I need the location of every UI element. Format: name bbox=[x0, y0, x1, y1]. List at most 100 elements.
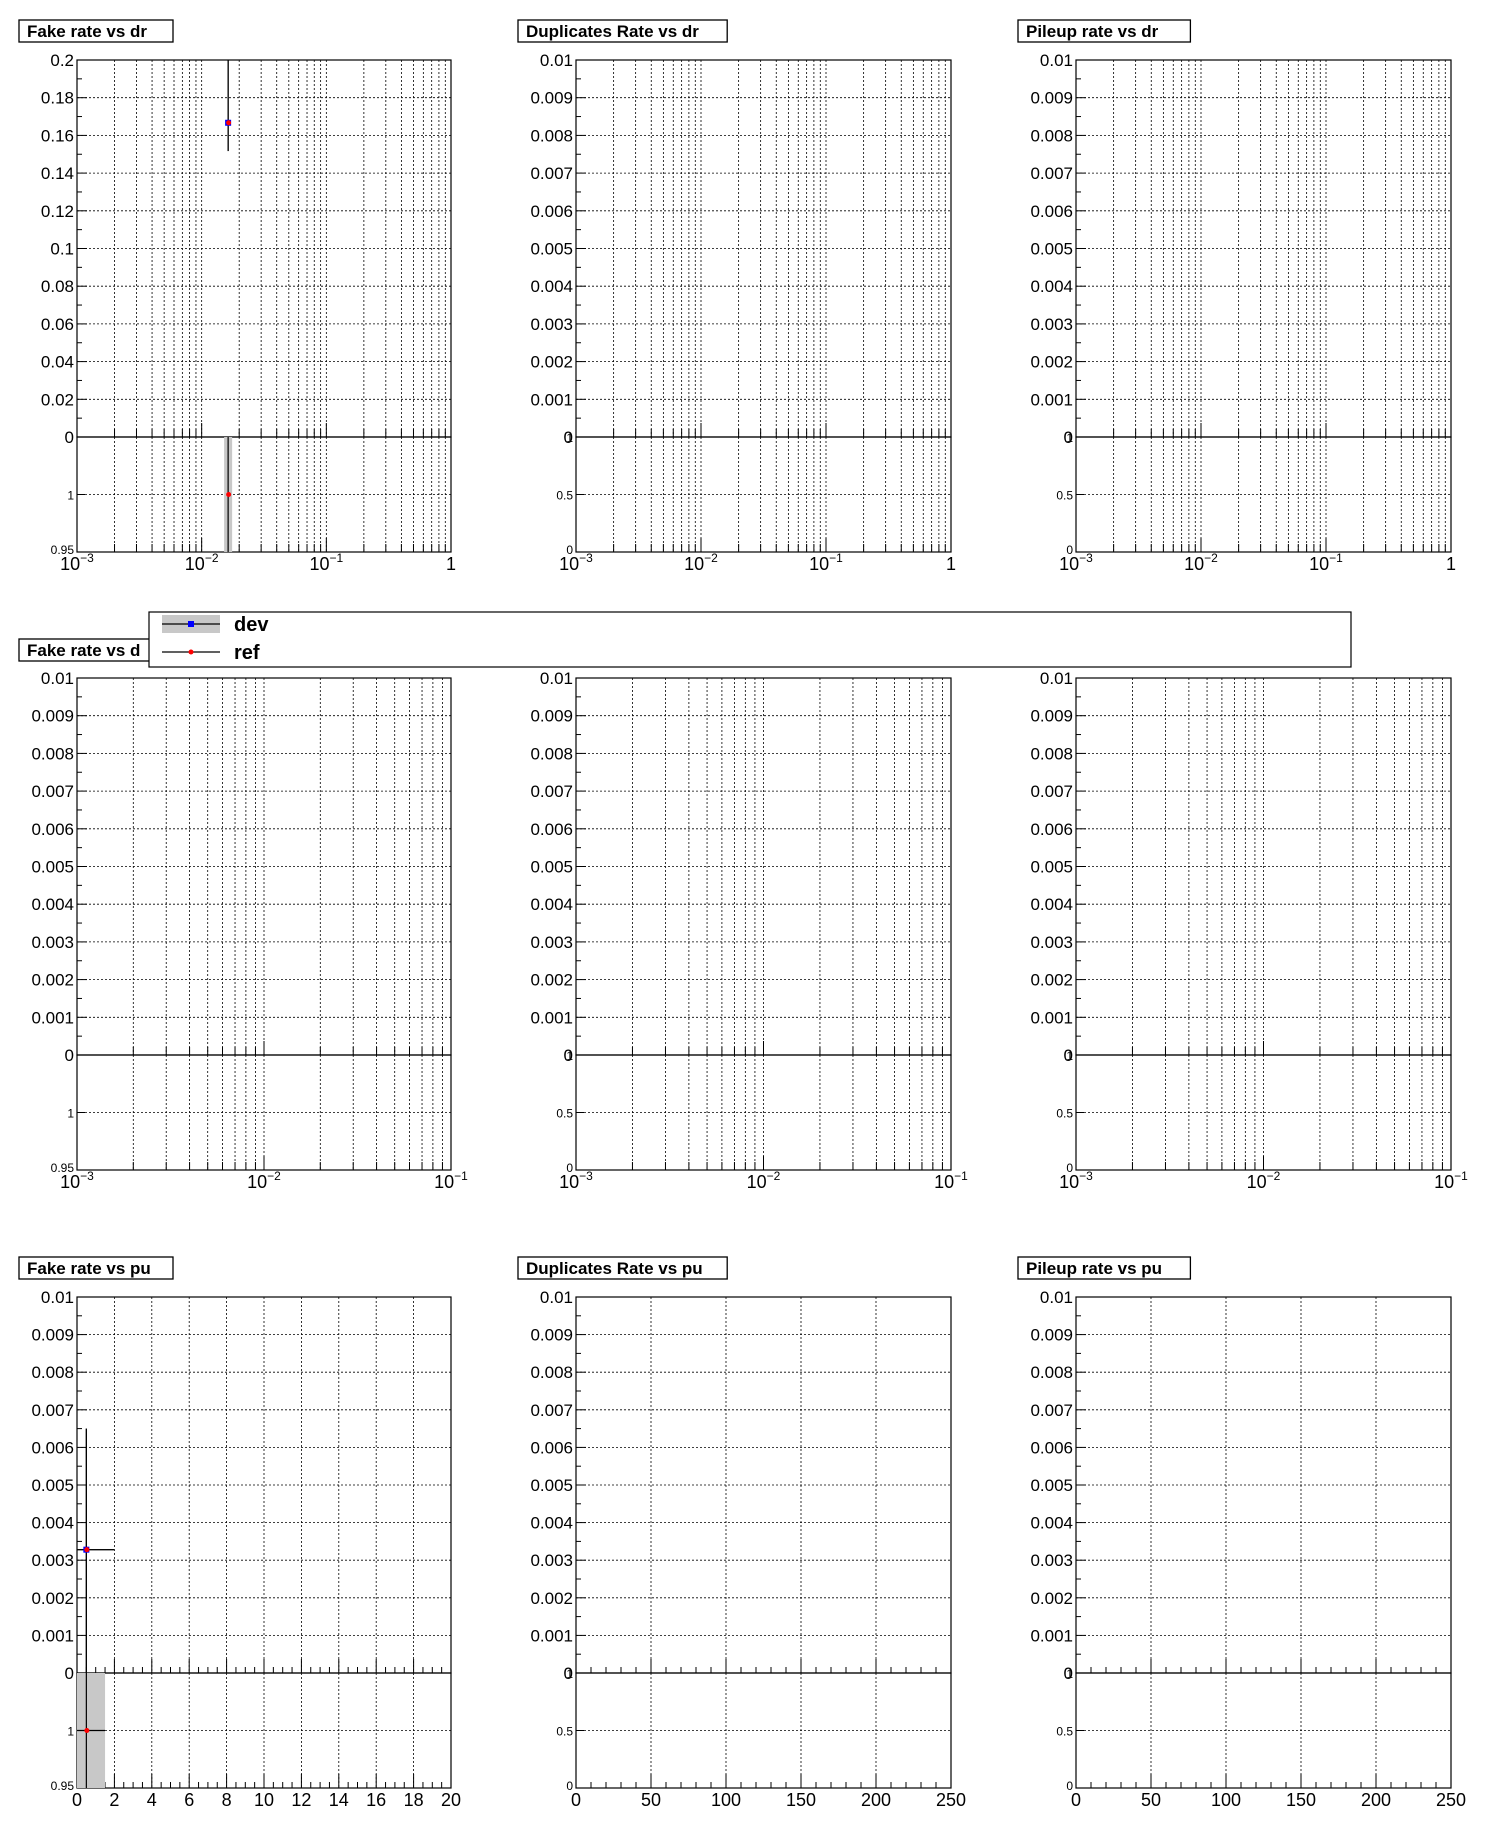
y-tick-label: 0.004 bbox=[530, 895, 573, 914]
y-tick-label: 0.005 bbox=[530, 1476, 573, 1495]
y-tick-label: 0.005 bbox=[31, 1476, 74, 1495]
x-tick-label: 250 bbox=[1436, 1790, 1466, 1810]
chart-title: Fake rate vs pu bbox=[27, 1259, 151, 1278]
x-tick-label: 50 bbox=[641, 1790, 661, 1810]
chart-panel-6: 0.01 0.009 0.008 0.007 0.006 0.005 0.004 0.003 0… bbox=[1030, 669, 1468, 1192]
legend-entry-dev: dev bbox=[162, 614, 269, 636]
x-tick-label: 1 bbox=[1446, 554, 1456, 574]
y-tick-label: 0.003 bbox=[1030, 1551, 1073, 1570]
legend-marker bbox=[188, 621, 194, 627]
y-tick-label: 0 bbox=[1064, 1664, 1073, 1683]
x-tick-label: 10−2 bbox=[1247, 1169, 1281, 1192]
x-tick-label: 10−2 bbox=[747, 1169, 781, 1192]
legend-label: dev bbox=[234, 614, 269, 636]
x-tick-label: 10−3 bbox=[60, 551, 94, 574]
chart-panel-4: 0.01 0.009 0.008 0.007 0.006 0.005 0.004 0.003 0… bbox=[18, 638, 468, 1192]
ratio-y-tick-label: 1 bbox=[1066, 1049, 1073, 1063]
y-tick-label: 0.006 bbox=[1030, 1438, 1073, 1457]
y-tick-label: 0.006 bbox=[31, 820, 74, 839]
ratio-y-tick-label: 0 bbox=[566, 1161, 573, 1175]
x-tick-label: 10−2 bbox=[247, 1169, 281, 1192]
x-tick-label: 100 bbox=[711, 1790, 741, 1810]
x-tick-label: 18 bbox=[404, 1790, 424, 1810]
y-tick-label: 0.008 bbox=[1030, 1363, 1073, 1382]
x-tick-label: 200 bbox=[861, 1790, 891, 1810]
y-tick-label: 0.005 bbox=[530, 858, 573, 877]
y-tick-label: 0.005 bbox=[1030, 240, 1073, 259]
y-tick-label: 0.001 bbox=[1030, 1008, 1073, 1027]
legend-entry-ref: ref bbox=[162, 642, 260, 664]
y-tick-label: 0.009 bbox=[31, 1326, 74, 1345]
y-tick-label: 0.002 bbox=[1030, 353, 1073, 372]
x-tick-label: 20 bbox=[441, 1790, 461, 1810]
chart-panel-2: 0.01 0.009 0.008 0.007 0.006 0.005 0.004 0.003 0… bbox=[517, 19, 956, 574]
y-tick-label: 0.01 bbox=[1040, 669, 1073, 688]
y-tick-label: 0.003 bbox=[530, 933, 573, 952]
legend-marker bbox=[188, 649, 194, 655]
y-tick-label: 0.001 bbox=[31, 1008, 74, 1027]
ratio-y-tick-label: 0 bbox=[566, 1779, 573, 1793]
x-tick-label: 2 bbox=[109, 1790, 119, 1810]
y-tick-label: 0.009 bbox=[1030, 1326, 1073, 1345]
y-tick-label: 0 bbox=[1064, 1046, 1073, 1065]
chart-panel-3: 0.01 0.009 0.008 0.007 0.006 0.005 0.004 0.003 0… bbox=[1017, 19, 1456, 574]
y-tick-label: 0.18 bbox=[41, 89, 74, 108]
chart-title: Duplicates Rate vs pu bbox=[526, 1259, 703, 1278]
legend-box bbox=[148, 611, 1352, 668]
x-tick-label: 10−1 bbox=[934, 1169, 968, 1192]
x-tick-label: 10−2 bbox=[1184, 551, 1218, 574]
legend: dev ref bbox=[148, 611, 1352, 668]
y-tick-label: 0.009 bbox=[31, 707, 74, 726]
y-tick-label: 0 bbox=[564, 1046, 573, 1065]
x-tick-label: 250 bbox=[936, 1790, 966, 1810]
ratio-y-tick-label: 0 bbox=[1066, 1161, 1073, 1175]
ratio-y-tick-label: 1 bbox=[67, 1107, 74, 1121]
legend-label: ref bbox=[234, 642, 260, 664]
y-tick-label: 0.007 bbox=[1030, 782, 1073, 801]
chart-title-box bbox=[517, 1256, 728, 1280]
y-tick-label: 0.004 bbox=[31, 895, 74, 914]
y-tick-label: 0.002 bbox=[31, 1589, 74, 1608]
y-tick-label: 0.01 bbox=[540, 1288, 573, 1307]
y-tick-label: 0.007 bbox=[530, 782, 573, 801]
y-tick-label: 0.06 bbox=[41, 315, 74, 334]
ratio-y-tick-label: 0 bbox=[1066, 543, 1073, 557]
y-tick-label: 0.001 bbox=[31, 1626, 74, 1645]
chart-title-box bbox=[1017, 1256, 1192, 1280]
y-tick-label: 0.005 bbox=[1030, 858, 1073, 877]
y-tick-label: 0.003 bbox=[530, 1551, 573, 1570]
y-tick-label: 0.008 bbox=[530, 126, 573, 145]
y-tick-label: 0.009 bbox=[1030, 707, 1073, 726]
x-tick-label: 10−2 bbox=[185, 551, 219, 574]
ratio-y-tick-label: 0.5 bbox=[556, 489, 573, 503]
x-tick-label: 10−3 bbox=[1059, 1169, 1093, 1192]
ratio-y-tick-label: 0 bbox=[566, 543, 573, 557]
chart-panel-9: 0.01 0.009 0.008 0.007 0.006 0.005 0.004 0.003 0… bbox=[1017, 1256, 1466, 1810]
y-tick-label: 0.004 bbox=[1030, 895, 1073, 914]
ratio-y-tick-label: 1 bbox=[67, 489, 74, 503]
y-tick-label: 0.003 bbox=[1030, 933, 1073, 952]
y-tick-label: 0.004 bbox=[1030, 1514, 1073, 1533]
ratio-y-tick-label: 1 bbox=[566, 431, 573, 445]
y-tick-label: 0.04 bbox=[41, 353, 74, 372]
y-tick-label: 0.002 bbox=[1030, 971, 1073, 990]
y-tick-label: 0.01 bbox=[1040, 51, 1073, 70]
y-tick-label: 0.008 bbox=[1030, 744, 1073, 763]
y-tick-label: 0.003 bbox=[1030, 315, 1073, 334]
y-tick-label: 0.003 bbox=[31, 933, 74, 952]
x-tick-label: 0 bbox=[571, 1790, 581, 1810]
y-tick-label: 0.008 bbox=[530, 744, 573, 763]
x-tick-label: 10−2 bbox=[684, 551, 718, 574]
y-tick-label: 0.005 bbox=[530, 240, 573, 259]
x-tick-label: 6 bbox=[184, 1790, 194, 1810]
ratio-y-tick-label: 1 bbox=[67, 1725, 74, 1739]
y-tick-label: 0.007 bbox=[530, 164, 573, 183]
y-tick-label: 0.006 bbox=[1030, 202, 1073, 221]
y-tick-label: 0.1 bbox=[50, 240, 74, 259]
ratio-y-tick-label: 1 bbox=[566, 1049, 573, 1063]
chart-panel-5: 0.01 0.009 0.008 0.007 0.006 0.005 0.004 0.003 0… bbox=[530, 669, 968, 1192]
y-tick-label: 0 bbox=[1064, 428, 1073, 447]
y-tick-label: 0.009 bbox=[530, 707, 573, 726]
y-tick-label: 0.007 bbox=[530, 1401, 573, 1420]
